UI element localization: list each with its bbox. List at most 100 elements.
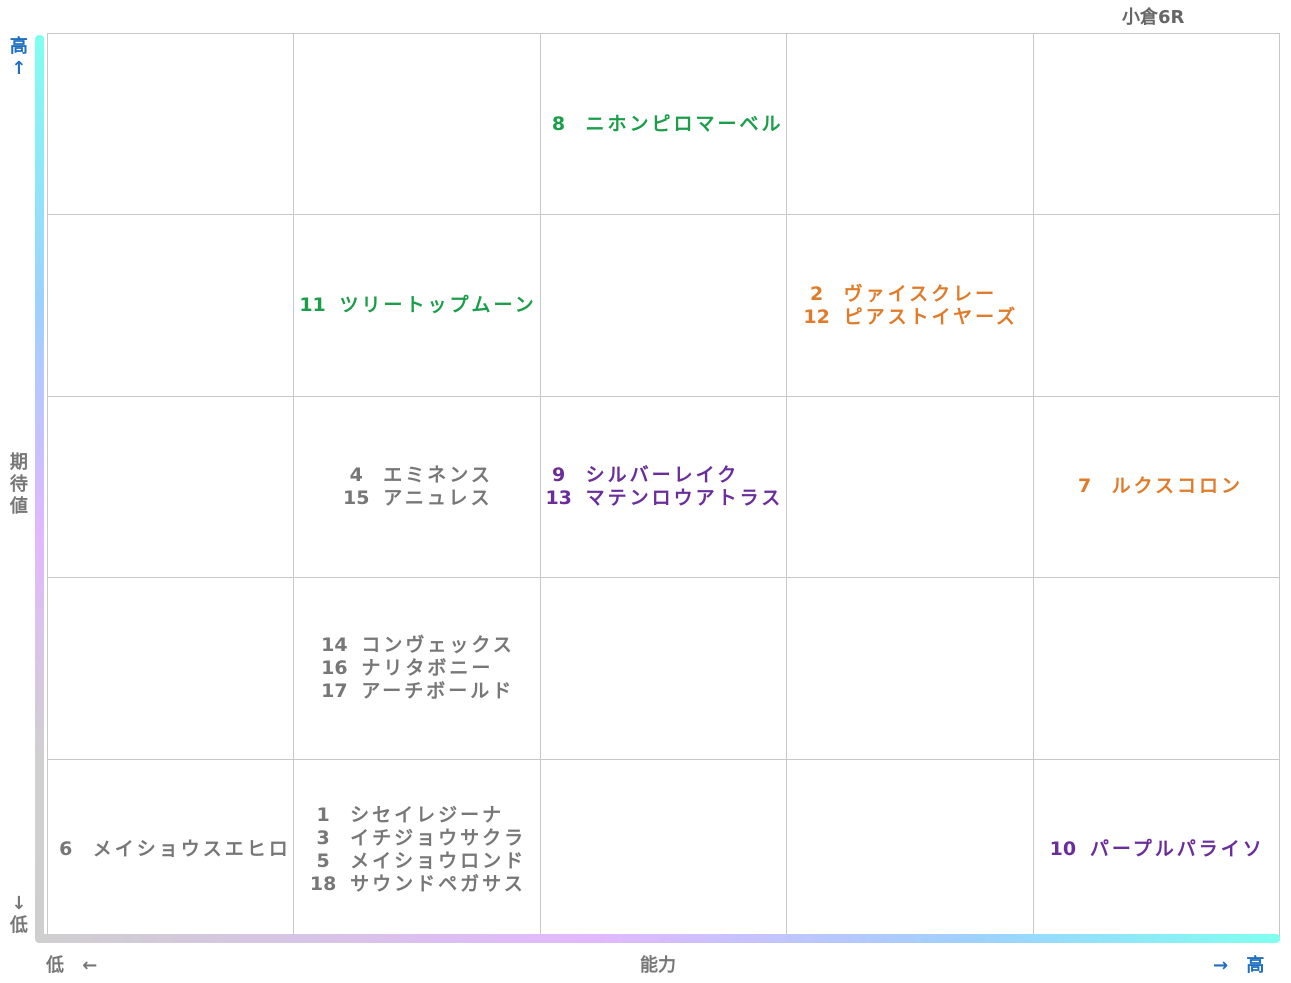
grid-cell: [1033, 34, 1280, 216]
entry-list: 11 ツリートップムーン: [298, 294, 537, 317]
entry: 15 アニュレス: [341, 487, 493, 510]
horse-name: ツリートップムーン: [339, 294, 537, 317]
grid-cell: [787, 34, 1034, 216]
grid-cell: 1 シセイレジーナ 3 イチジョウサクラ 5 メイショウロンド 18 サウンドペガサス: [294, 759, 541, 941]
grid-cell: [48, 396, 295, 579]
grid-cell: [540, 759, 788, 941]
horse-name: アニュレス: [383, 486, 493, 509]
horse-name: シセイレジーナ: [350, 803, 505, 826]
grid-cell: 9 シルバーレイク 13 マテンロウアトラス: [540, 396, 788, 579]
title: 小倉6R: [1122, 7, 1185, 28]
horse-name: シルバーレイク: [585, 463, 740, 486]
entry: 7 ルクスコロン: [1070, 475, 1243, 498]
horse-number: 11: [299, 294, 326, 317]
y-axis-low: ↓低: [9, 893, 28, 936]
horse-name: パープルパライソ: [1089, 838, 1265, 861]
horse-number: 10: [1049, 838, 1077, 861]
entry-list: 9 シルバーレイク 13 マテンロウアトラス: [544, 464, 784, 510]
grid-cell: 11 ツリートップムーン: [294, 215, 541, 397]
entry: 9 シルバーレイク: [544, 464, 784, 487]
grid-cell: [48, 215, 295, 397]
horse-number: 5: [316, 849, 330, 872]
entry-list: 1 シセイレジーナ 3 イチジョウサクラ 5 メイショウロンド 18 サウンドペガサス: [308, 804, 526, 896]
horse-number: 9: [552, 463, 566, 486]
horse-name: メイショウロンド: [350, 849, 527, 872]
horse-number: 8: [551, 112, 566, 135]
horse-number: 16: [321, 656, 348, 679]
horse-name: コンヴェックス: [361, 633, 515, 656]
entry: 2 ヴァイスクレー: [802, 283, 1018, 306]
grid-cell: 8 ニホンピロマーベル: [540, 34, 788, 216]
grid-cell: 4 エミネンス 15 アニュレス: [294, 396, 541, 579]
horse-name: ピアストイヤーズ: [843, 305, 1019, 328]
horse-name: ヴァイスクレー: [843, 282, 998, 305]
y-axis-high: 高↑: [9, 36, 28, 79]
entry: 3 イチジョウサクラ: [308, 827, 526, 850]
grid-cell: 10 パープルパライソ: [1033, 759, 1280, 941]
entry: 8 ニホンピロマーベル: [543, 113, 783, 136]
horse-number: 7: [1077, 475, 1092, 498]
x-axis-label: 能力: [640, 955, 676, 976]
grid-cell: [48, 578, 295, 760]
horse-number: 2: [810, 282, 824, 305]
horse-name: ニホンピロマーベル: [585, 112, 784, 135]
entry-list: 14 コンヴェックス 16 ナリタボニー 17 アーチボールド: [319, 634, 514, 703]
horse-number: 13: [545, 486, 572, 509]
entry-list: 4 エミネンス 15 アニュレス: [341, 464, 493, 510]
horse-name: アーチボールド: [361, 679, 515, 702]
entry: 13 マテンロウアトラス: [544, 487, 784, 510]
grid-cell: 7 ルクスコロン: [1033, 396, 1280, 579]
entry: 16 ナリタボニー: [319, 657, 514, 680]
horse-name: ナリタボニー: [361, 656, 494, 679]
entry-list: 8 ニホンピロマーベル: [543, 113, 783, 136]
grid-cell: [1033, 578, 1280, 760]
entry: 18 サウンドペガサス: [308, 873, 526, 896]
entry: 10 パープルパライソ: [1048, 838, 1265, 861]
horse-name: メイショウスエヒロ: [92, 838, 291, 861]
entry: 12 ピアストイヤーズ: [802, 306, 1018, 329]
grid-cell: [1033, 215, 1280, 397]
entry: 11 ツリートップムーン: [298, 294, 537, 317]
horse-number: 3: [316, 826, 330, 849]
entry: 5 メイショウロンド: [308, 850, 526, 873]
horse-name: イチジョウサクラ: [350, 826, 527, 849]
grid-cell: [787, 396, 1034, 579]
horse-number: 17: [321, 679, 348, 702]
grid-cell: 2 ヴァイスクレー 12 ピアストイヤーズ: [787, 215, 1034, 397]
entry-list: 7 ルクスコロン: [1070, 475, 1243, 498]
horse-name: マテンロウアトラス: [585, 486, 784, 509]
horse-number: 6: [59, 838, 73, 861]
horse-number: 14: [321, 633, 348, 656]
grid-cell: 14 コンヴェックス 16 ナリタボニー 17 アーチボールド: [294, 578, 541, 760]
entry: 4 エミネンス: [341, 464, 493, 487]
grid-cell: 6 メイショウスエヒロ: [48, 759, 295, 941]
horse-name: ルクスコロン: [1111, 475, 1243, 498]
entry: 1 シセイレジーナ: [308, 804, 526, 827]
grid-cell: [48, 34, 295, 216]
matrix-grid: 8 ニホンピロマーベル 11 ツリートップムーン 2 ヴァイスクレー 12 ピアストイヤーズ 4…: [47, 33, 1280, 941]
grid-cell: [540, 215, 788, 397]
horse-number: 4: [349, 463, 363, 486]
entry-list: 10 パープルパライソ: [1048, 838, 1265, 861]
entry: 6 メイショウスエヒロ: [51, 838, 291, 861]
entry-list: 6 メイショウスエヒロ: [51, 838, 291, 861]
horse-number: 15: [343, 486, 370, 509]
horse-number: 18: [309, 872, 337, 895]
grid-cell: [540, 578, 788, 760]
entry: 17 アーチボールド: [319, 680, 514, 703]
horse-number: 12: [803, 305, 830, 328]
grid-cell: [787, 578, 1034, 760]
y-axis-label: 期待値: [9, 452, 28, 517]
entry: 14 コンヴェックス: [319, 634, 514, 657]
x-axis-arrow: [35, 934, 1280, 943]
x-axis-low: 低 ←: [46, 955, 104, 976]
horse-name: サウンドペガサス: [350, 872, 526, 895]
grid-cell: [787, 759, 1034, 941]
y-axis-arrow: [35, 35, 44, 941]
x-axis-high: → 高: [1213, 955, 1271, 976]
entry-list: 2 ヴァイスクレー 12 ピアストイヤーズ: [802, 283, 1018, 329]
horse-name: エミネンス: [383, 463, 493, 486]
grid-cell: [294, 34, 541, 216]
horse-number: 1: [316, 803, 330, 826]
